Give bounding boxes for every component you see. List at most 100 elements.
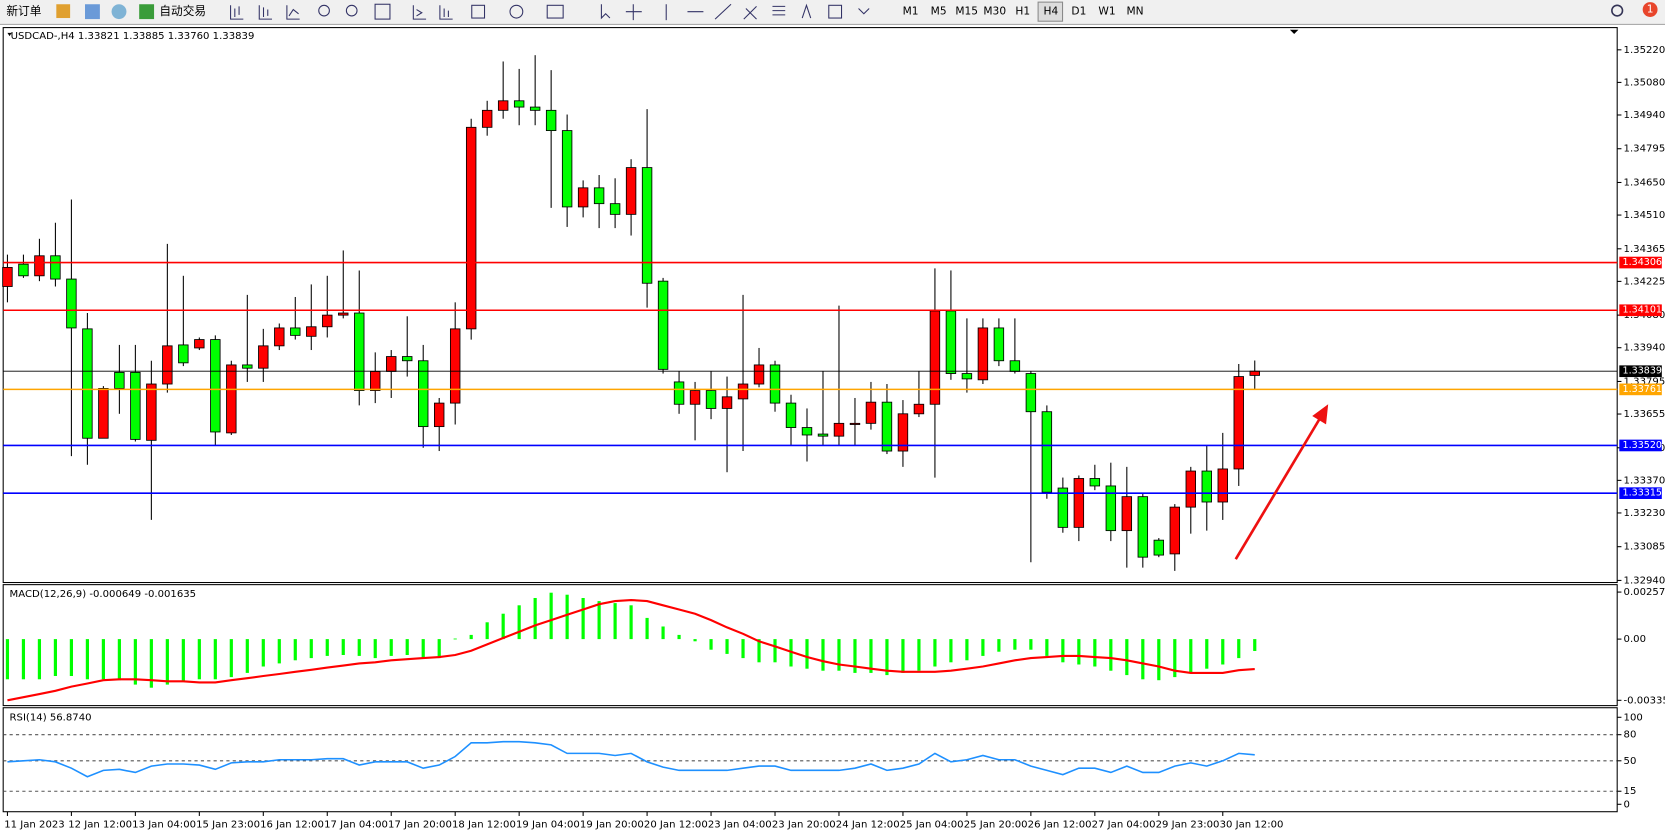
macd-bar [773,639,777,663]
badge-count: 1 [1647,3,1654,16]
macd-bar [69,639,73,677]
candle-body [465,126,477,330]
macd-bar [5,639,10,680]
label-tool[interactable] [828,4,843,19]
icon[interactable] [471,4,486,19]
y-tick-label: 1.34365 [1624,244,1665,255]
candle-body [178,344,189,364]
candle-body [641,167,653,284]
icon[interactable] [318,4,330,17]
candle-body [513,100,525,108]
macd-bar [1141,639,1145,680]
timeframe-button[interactable]: M15 [955,5,978,18]
search-icon[interactable] [1611,4,1624,17]
icon[interactable] [286,5,300,20]
x-tick-label: 25 Jan 04:00 [900,819,964,830]
candle-body [561,130,573,208]
macd-bar [869,639,873,673]
icon[interactable] [230,5,244,20]
price-label: 1.34306 [1622,257,1662,268]
macd-bar [1237,639,1241,659]
timeframe-button[interactable]: M5 [931,5,947,18]
timeframe-button[interactable]: W1 [1098,5,1115,18]
x-tick-label: 25 Jan 20:00 [964,819,1028,830]
macd-header: MACD(12,26,9) -0.000649 -0.001635 [10,589,197,600]
candle-body [290,327,301,336]
tool[interactable] [772,5,786,16]
icon[interactable] [258,5,273,20]
macd-bar [1045,639,1049,656]
macd-bar [133,639,137,685]
y-tick-label: -0.00335 [1624,695,1665,706]
y-tick-label: 0 [1624,799,1630,810]
y-tick-label: 1.33370 [1624,475,1665,486]
macd-bar [533,597,537,640]
text-tool[interactable] [801,3,812,19]
x-tick-label: 30 Jan 12:00 [1220,819,1284,830]
macd-bar [181,639,185,682]
candle-body [961,373,973,380]
y-tick-label: 1.34510 [1624,210,1665,221]
icon[interactable] [85,4,100,20]
candle-body [817,433,829,437]
icon[interactable] [509,4,524,19]
timeframe-button[interactable]: M30 [983,5,1006,18]
icon[interactable] [439,5,453,20]
macd-bar [693,639,697,642]
timeframe-button[interactable]: M1 [903,5,919,18]
candle-body [242,364,253,369]
macd-bar [613,603,617,640]
candle-body [785,402,797,428]
icon[interactable] [374,3,391,20]
macd-bar [1013,639,1017,650]
auto-trading-button[interactable]: 自动交易 [159,4,206,18]
timeframe-button[interactable]: H1 [1015,5,1030,18]
macd-bar [1125,639,1129,676]
icon[interactable] [56,4,71,19]
timeframe-button[interactable]: H4 [1043,5,1058,18]
candle-body [881,401,893,452]
macd-bar [53,639,58,677]
icon[interactable] [546,4,564,19]
macd-bar [661,626,665,640]
candle-body [146,383,157,441]
macd-bar [565,594,569,640]
candle-body [1153,539,1165,556]
macd-bar [1077,639,1081,665]
candle-body [1185,470,1196,508]
candle-body [386,356,397,372]
candle-body [625,167,637,215]
macd-bar [981,639,985,656]
candle-body [545,109,557,132]
trendline-tool[interactable] [714,3,732,20]
timeframe-button[interactable]: D1 [1071,5,1086,18]
macd-bar [901,639,905,673]
timeframe-button[interactable]: MN [1126,5,1143,18]
y-tick-label: 0.002574 [1624,587,1665,598]
rsi-line [7,740,1255,778]
candle-body [306,326,317,337]
tool[interactable] [743,5,757,20]
x-tick-label: 17 Jan 20:00 [388,819,452,830]
macd-bar [261,639,265,667]
price-label-box [1619,439,1662,452]
icon[interactable] [111,4,127,20]
x-tick-label: 16 Jan 12:00 [260,819,324,830]
tool[interactable] [858,8,870,15]
notification-badge[interactable] [1642,2,1658,17]
x-tick-label: 20 Jan 12:00 [644,819,708,830]
candle-body [737,383,749,400]
macd-bar [277,639,281,664]
chart-header: USDCAD-,H4 1.33821 1.33885 1.33760 1.338… [11,31,255,42]
y-tick-label: 100 [1624,712,1643,723]
new-order-button[interactable]: 新订单 [6,4,41,18]
active-timeframe [1037,1,1064,22]
crosshair-tool[interactable] [625,4,642,21]
cursor-tool[interactable] [600,4,611,20]
auto-trading-icon[interactable] [139,4,155,20]
icon[interactable] [345,4,358,17]
y-tick-label: 1.35080 [1624,77,1665,88]
candle-body [18,263,29,277]
icon[interactable] [412,5,427,20]
